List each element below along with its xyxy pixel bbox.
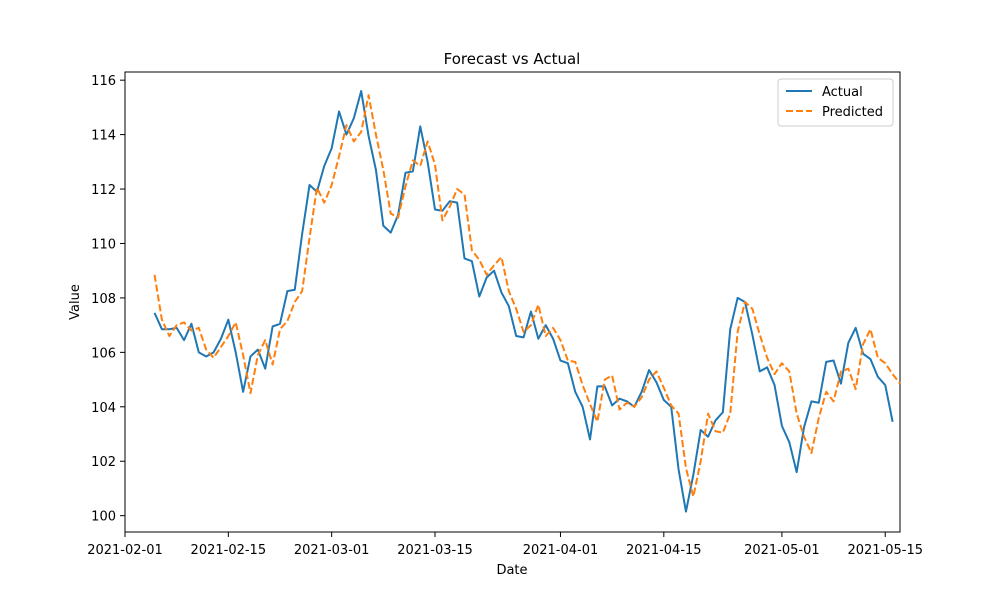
plot-frame bbox=[124, 71, 901, 533]
legend-label-actual: Actual bbox=[822, 85, 863, 100]
chart-title: Forecast vs Actual bbox=[444, 50, 581, 68]
x-tick-label: 2021-02-15 bbox=[191, 543, 267, 558]
y-tick-label: 104 bbox=[91, 401, 116, 416]
x-tick-label: 2021-03-01 bbox=[294, 543, 370, 558]
y-tick-label: 102 bbox=[91, 455, 116, 470]
x-tick-label: 2021-05-01 bbox=[744, 543, 820, 558]
x-tick-label: 2021-05-15 bbox=[847, 543, 923, 558]
legend: Actual Predicted bbox=[777, 78, 894, 127]
y-tick-label: 110 bbox=[91, 237, 116, 252]
series-line-predicted bbox=[153, 94, 901, 498]
y-tick-label: 108 bbox=[91, 292, 116, 307]
x-tick-label: 2021-03-15 bbox=[397, 543, 473, 558]
x-tick-label: 2021-04-15 bbox=[626, 543, 702, 558]
y-tick-label: 116 bbox=[91, 74, 116, 89]
x-axis: 2021-02-01 2021-02-15 2021-03-01 2021-03-15… bbox=[87, 532, 923, 558]
y-axis-label: Value bbox=[68, 284, 83, 320]
series-layer bbox=[153, 90, 901, 513]
x-axis-label: Date bbox=[496, 563, 527, 578]
y-axis: 100 102 104 106 108 110 112 114 116 bbox=[91, 74, 125, 525]
series-line-actual bbox=[153, 90, 894, 513]
x-tick-label: 2021-02-01 bbox=[87, 543, 163, 558]
y-tick-label: 114 bbox=[91, 129, 116, 144]
legend-label-predicted: Predicted bbox=[822, 105, 883, 120]
y-tick-label: 100 bbox=[91, 510, 116, 525]
y-tick-label: 112 bbox=[91, 183, 116, 198]
x-tick-label: 2021-04-01 bbox=[523, 543, 599, 558]
y-tick-label: 106 bbox=[91, 346, 116, 361]
